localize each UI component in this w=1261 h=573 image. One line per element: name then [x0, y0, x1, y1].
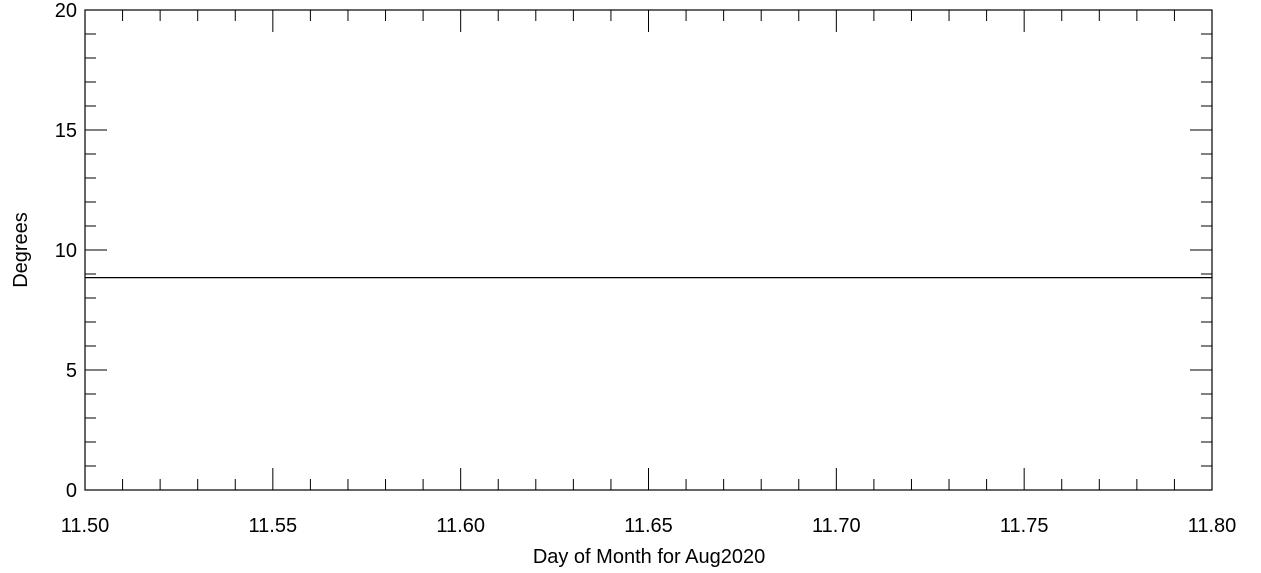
y-tick-label: 10: [55, 240, 77, 262]
x-axis-title: Day of Month for Aug2020: [533, 546, 765, 568]
x-tick-label: 11.55: [249, 515, 298, 537]
major-ticks: [84, 9, 1213, 491]
x-tick-label: 11.70: [812, 515, 861, 537]
x-tick-label: 11.75: [1000, 515, 1049, 537]
x-tick-label: 11.65: [624, 515, 673, 537]
y-axis-title: Degrees: [10, 212, 32, 288]
minor-ticks: [85, 10, 1212, 490]
x-tick-labels: 11.50 11.55 11.60 11.65 11.70 11.75 11.80: [61, 515, 1237, 537]
y-tick-label: 15: [55, 120, 77, 142]
y-tick-label: 5: [66, 360, 77, 382]
x-tick-label: 11.60: [436, 515, 485, 537]
y-tick-label: 20: [55, 0, 77, 22]
x-tick-label: 11.80: [1188, 515, 1237, 537]
plot-frame: [84, 9, 1213, 491]
x-tick-label: 11.50: [61, 515, 110, 537]
y-tick-label: 0: [66, 480, 77, 502]
y-tick-labels: 0 5 10 15 20: [55, 0, 77, 502]
